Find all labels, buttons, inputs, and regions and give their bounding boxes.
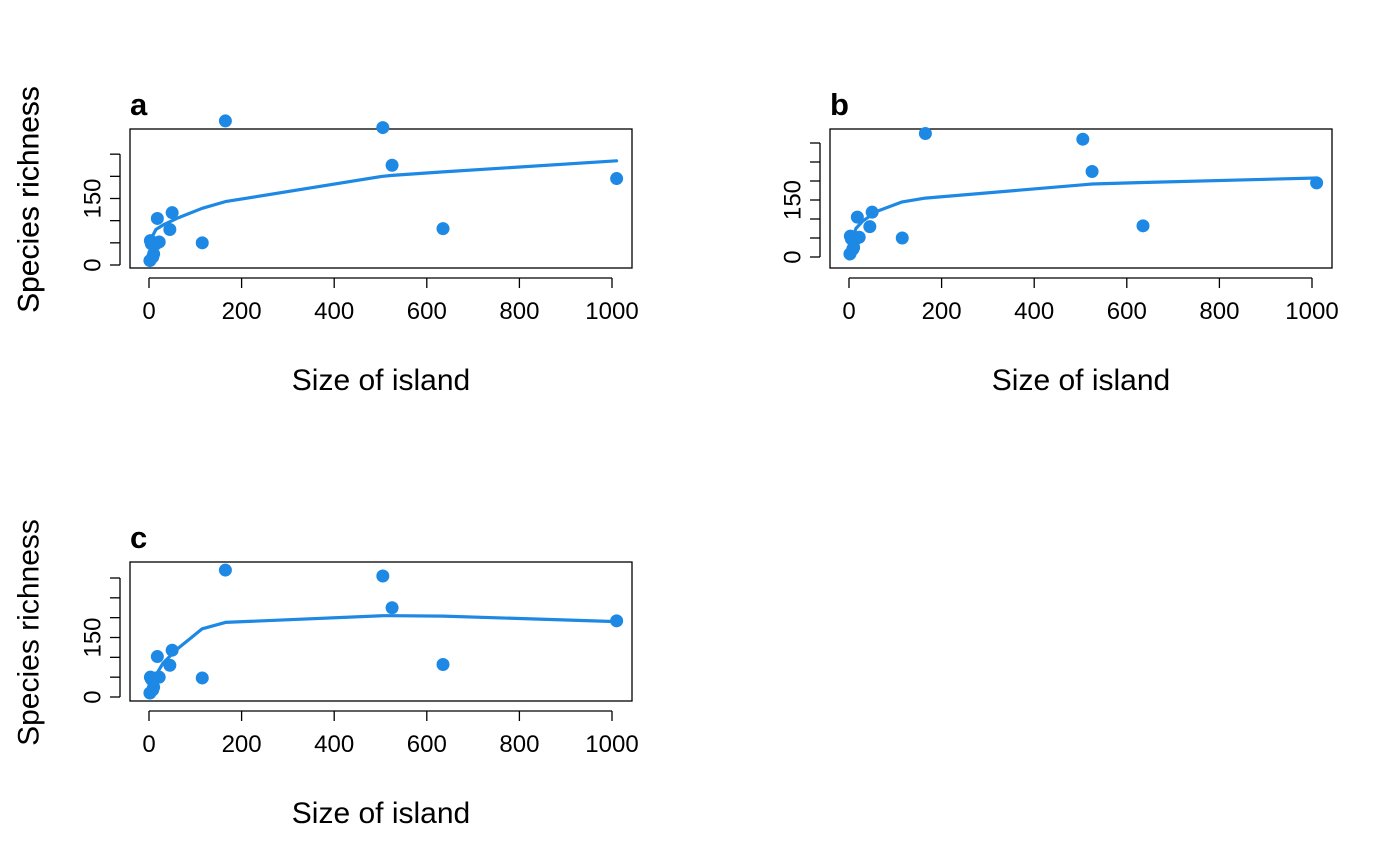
fit-line: [847, 176, 1319, 261]
x-tick-label: 400: [314, 298, 354, 325]
x-tick-label: 600: [407, 298, 447, 325]
x-tick-label: 600: [407, 731, 447, 758]
x-tick-label: 200: [922, 298, 962, 325]
data-point: [218, 563, 232, 577]
data-point: [385, 158, 399, 172]
data-point: [610, 172, 624, 186]
x-tick-label: 0: [142, 298, 155, 325]
data-point: [147, 247, 161, 261]
data-point: [918, 127, 932, 140]
y-axis-title: Species richness: [13, 519, 46, 746]
x-tick-label: 400: [1014, 298, 1054, 325]
x-axis-title: Size of island: [292, 364, 470, 397]
data-point: [165, 643, 179, 657]
data-point: [436, 222, 450, 236]
plot-frame: [829, 128, 1333, 269]
data-point: [163, 658, 177, 672]
y-tick-label: 0: [80, 258, 107, 271]
x-axis-title: Size of island: [992, 364, 1170, 397]
data-point: [865, 205, 879, 219]
data-point: [1136, 219, 1150, 233]
data-point: [152, 670, 166, 684]
x-tick-label: 0: [842, 298, 855, 325]
data-point: [610, 614, 624, 628]
data-point: [218, 114, 232, 128]
data-point: [376, 569, 390, 583]
panel-c: c 0 200 400 600 800 1000 0 150 Size of island Spec…: [13, 519, 639, 830]
panel-label: c: [130, 520, 147, 555]
y-axis-title: Species richness: [13, 86, 46, 313]
data-point: [152, 235, 166, 249]
x-tick-label: 800: [1199, 298, 1239, 325]
data-point: [385, 601, 399, 615]
x-axis-title: Size of island: [292, 797, 470, 830]
data-point: [895, 231, 909, 245]
y-tick-label: 0: [780, 250, 807, 263]
x-tick-label: 1000: [1285, 298, 1338, 325]
x-tick-label: 800: [499, 731, 539, 758]
data-point: [1085, 165, 1099, 178]
y-tick-label: 150: [80, 178, 107, 218]
data-point: [376, 121, 390, 135]
y-tick-label: 150: [80, 617, 107, 657]
data-point: [1310, 176, 1324, 190]
x-tick-label: 200: [222, 731, 262, 758]
panel-b: b 0 200 400 600 800 1000 0 150 Size of island Spec…: [13, 86, 1339, 397]
y-tick-label: 0: [80, 690, 107, 703]
data-point: [195, 671, 209, 685]
x-tick-label: 200: [222, 298, 262, 325]
data-point: [850, 210, 864, 224]
data-point: [150, 211, 164, 225]
data-point: [163, 223, 177, 237]
x-tick-label: 800: [499, 298, 539, 325]
data-point: [1076, 132, 1090, 146]
panel-label: b: [830, 87, 849, 122]
data-point: [436, 657, 450, 671]
x-tick-label: 0: [142, 731, 155, 758]
fit-line: [147, 614, 619, 693]
plot-frame: [129, 561, 633, 702]
y-tick-label: 150: [780, 180, 807, 220]
x-tick-label: 1000: [585, 731, 638, 758]
y-axis-title: Species richness: [13, 86, 46, 313]
panel-a: a 0 200 400 600 800 1000 0 150 Size of island Spec…: [13, 86, 639, 397]
x-tick-label: 1000: [585, 298, 638, 325]
x-tick-label: 600: [1107, 298, 1147, 325]
data-point: [852, 230, 866, 244]
panel-label: a: [130, 87, 148, 122]
data-point: [150, 650, 164, 664]
data-point: [195, 236, 209, 250]
data-point: [863, 220, 877, 234]
fit-line: [147, 159, 619, 249]
x-tick-label: 400: [314, 731, 354, 758]
data-point: [165, 206, 179, 220]
